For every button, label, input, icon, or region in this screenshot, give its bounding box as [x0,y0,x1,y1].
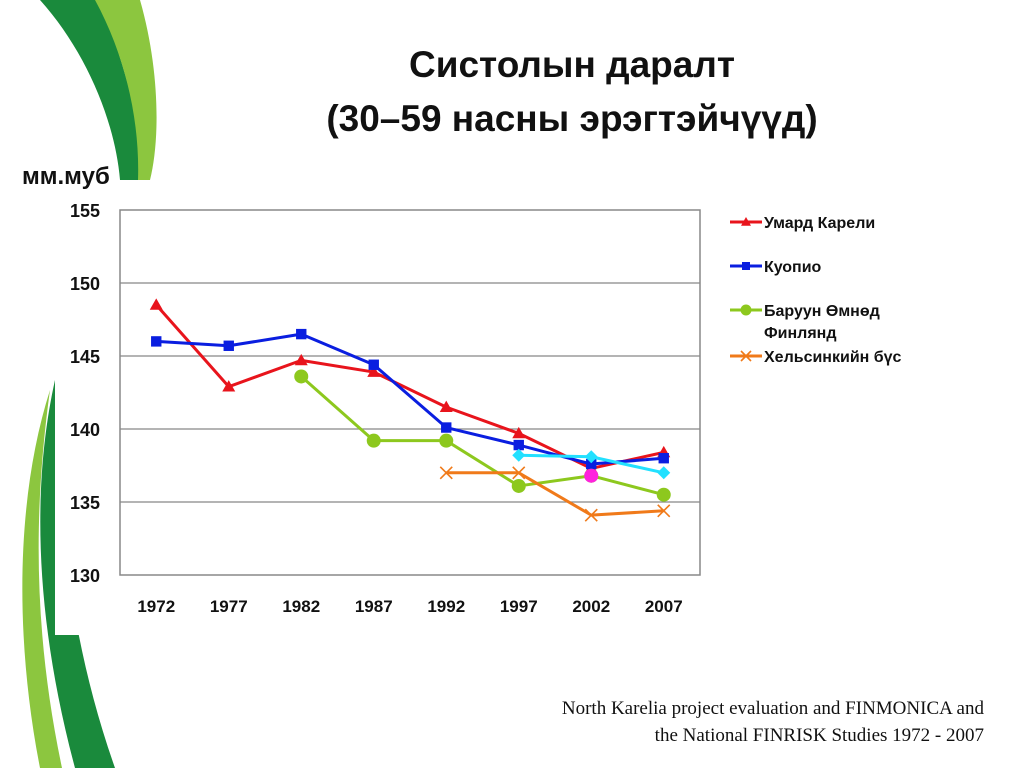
x-tick-label: 1982 [282,597,320,616]
series-main-1 [151,328,669,470]
data-point [151,336,162,347]
legend-label: Умард Карели [764,215,875,232]
data-point [512,448,526,462]
data-point [441,422,452,433]
data-point [657,504,671,518]
legend-item: Хельсинкийн бүс [730,349,902,366]
x-tick-label: 1972 [137,597,175,616]
legend-label: Финлянд [764,325,836,342]
data-point [658,453,669,464]
source-note-line1: North Karelia project evaluation and FIN… [561,698,984,719]
data-point [584,508,598,522]
data-point [512,466,526,480]
data-point [366,433,381,448]
series-line [156,332,664,466]
data-point [439,400,453,412]
x-tick-label: 1977 [210,597,248,616]
data-point [149,298,163,310]
data-point [368,359,379,370]
data-point [513,439,524,451]
y-tick-label: 150 [70,274,100,294]
y-tick-label: 155 [70,201,100,221]
legend-item: Куопио [730,259,822,276]
data-point [584,450,598,464]
data-point [223,340,234,351]
swoosh-lower-light-green [22,390,63,768]
unit-label: мм.муб [22,163,110,190]
legend: Умард Карели Куопио Баруун Өмнөд Финлянд Хел… [730,215,902,366]
legend-marker [740,304,752,316]
legend-label: Баруун Өмнөд [764,303,880,320]
data-point [439,466,453,480]
series-lines [149,298,671,522]
data-point [511,478,526,493]
data-point [222,380,236,392]
y-tick-labels: 130 135 140 145 150 155 [70,201,100,586]
series-extra-1 [584,468,599,483]
data-point [657,466,671,480]
y-tick-label: 135 [70,493,100,513]
legend-item: Умард Карели [730,215,875,232]
legend-marker [741,217,751,226]
x-tick-label: 1997 [500,597,538,616]
source-note-line2: the National FINRISK Studies 1972 - 2007 [654,725,984,746]
data-point [294,353,308,366]
data-point [439,433,454,448]
data-point [656,487,671,502]
y-tick-label: 140 [70,420,100,440]
series-main-2 [294,369,671,502]
legend-item: Баруун Өмнөд Финлянд [730,303,880,342]
x-tick-label: 1992 [427,597,465,616]
data-point [367,365,381,377]
swoosh-light-green [95,0,157,180]
legend-label: Хельсинкийн бүс [764,349,902,366]
slide-subtitle: (30–59 насны эрэгтэйчүүд) [326,98,818,139]
x-tick-label: 2007 [645,597,683,616]
legend-marker [742,262,750,270]
series-line [155,303,665,470]
data-point [586,458,597,470]
x-tick-label: 1987 [355,597,393,616]
x-tick-label: 2002 [572,597,610,616]
data-point [584,468,599,483]
series-line [300,375,665,497]
data-point [294,369,309,384]
data-point [296,328,307,340]
series-line [446,471,664,517]
x-tick-labels: 1972 1977 1982 1987 1992 1997 2002 2007 [137,597,682,616]
slide-title: Систолын даралт [409,44,735,85]
data-point [512,426,526,439]
legend-marker [740,350,752,362]
plot-area [119,209,701,576]
series-extra-0 [512,448,671,480]
y-tick-label: 130 [70,566,100,586]
gridlines [120,282,700,503]
series-main-3 [439,466,671,522]
y-tick-label: 145 [70,347,100,367]
legend-label: Куопио [764,259,822,276]
